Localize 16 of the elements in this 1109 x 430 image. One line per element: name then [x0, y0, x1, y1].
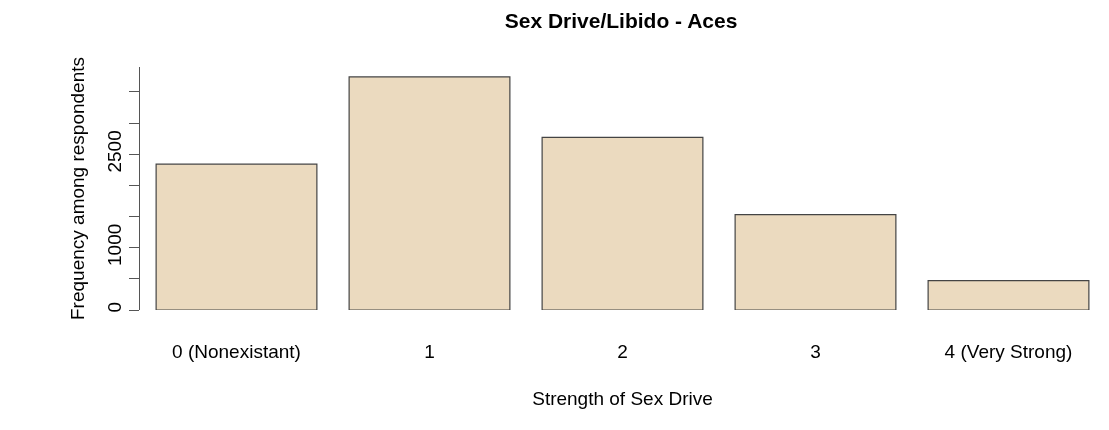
y-axis-title: Frequency among respondents	[67, 57, 89, 320]
chart-title: Sex Drive/Libido - Aces	[504, 8, 738, 32]
x-axis-title: Strength of Sex Drive	[532, 387, 713, 409]
y-tick-label: 2500	[104, 130, 126, 173]
x-tick-label: 2	[617, 341, 628, 362]
x-tick-label: 4 (Very Strong)	[944, 341, 1073, 362]
x-tick-label: 1	[424, 341, 435, 362]
x-tick-label: 0 (Nonexistant)	[172, 341, 301, 362]
bar	[927, 280, 1090, 310]
x-tick-label: 3	[810, 341, 821, 362]
bar	[155, 163, 318, 310]
y-tick-label: 0	[104, 301, 126, 313]
bar	[734, 214, 897, 310]
y-tick-label: 1000	[104, 223, 126, 266]
bar	[348, 76, 511, 310]
bar	[541, 136, 704, 310]
